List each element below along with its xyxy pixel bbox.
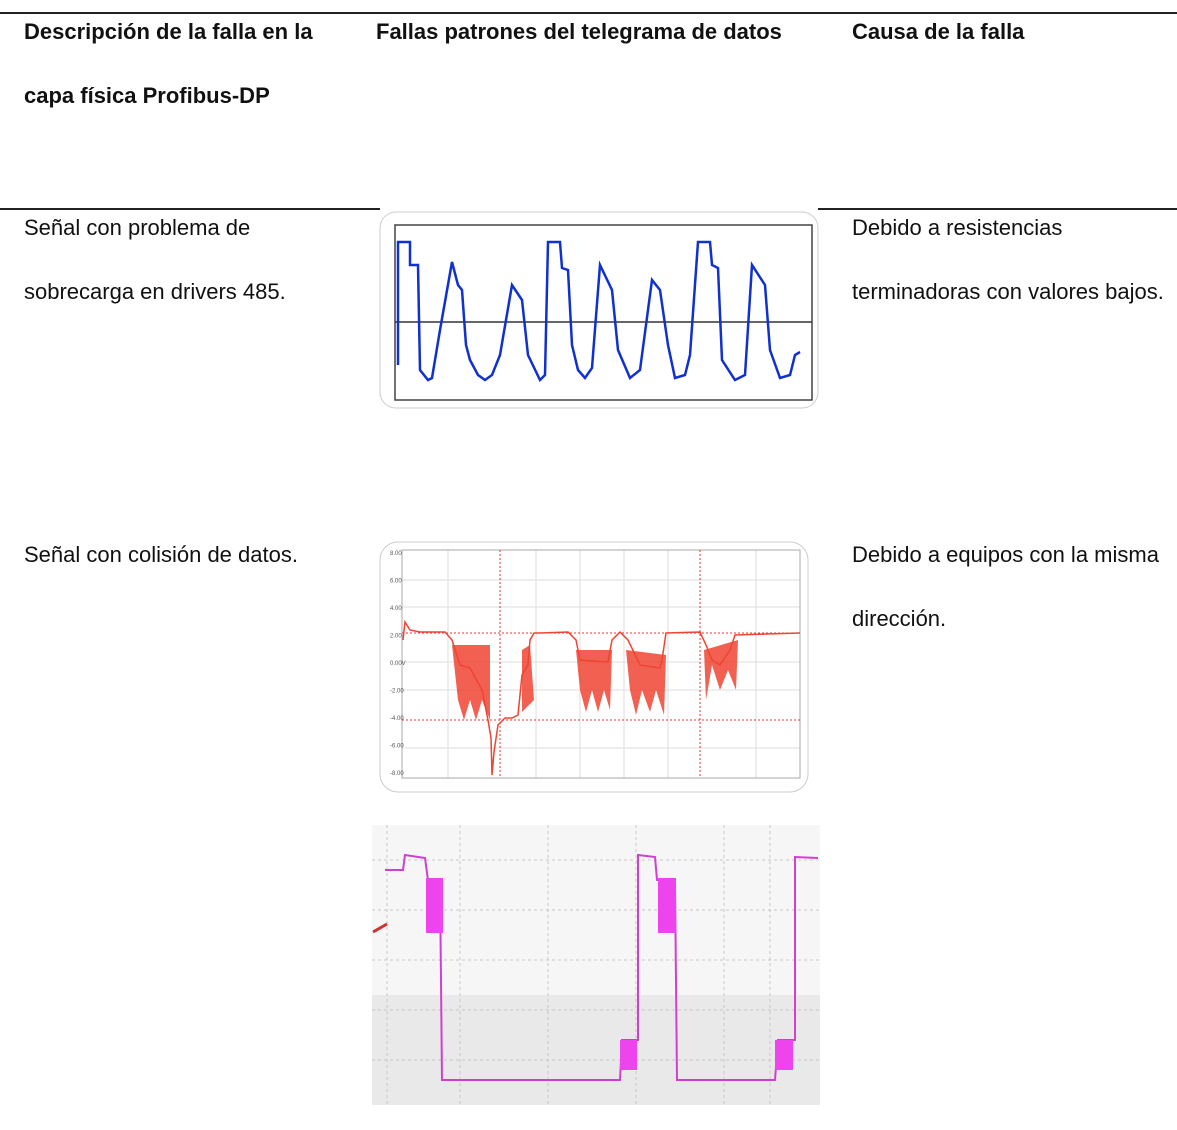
axis-label: -4.00: [390, 716, 404, 722]
axis-label: -6.00: [390, 744, 404, 750]
figure-overload: [380, 212, 818, 408]
figure-pattern: [372, 825, 820, 1105]
axis-label: 4.00: [390, 606, 402, 612]
page: Descripción de la falla en la capa físic…: [0, 0, 1177, 1130]
axis-label: 2.00: [390, 634, 402, 640]
figure-collision: 8.00 6.00 4.00 2.00 0.00V -2.00 -4.00 -6.00 -8.0…: [380, 542, 808, 792]
axis-label: 6.00: [390, 579, 402, 585]
axis-label: -8.00: [390, 771, 404, 777]
axis-label: -2.00: [390, 689, 404, 695]
axis-label: 0.00V: [390, 661, 406, 667]
axis-label: 8.00: [390, 551, 402, 557]
figures: 8.00 6.00 4.00 2.00 0.00V -2.00 -4.00 -6.00 -8.0…: [0, 0, 1177, 1130]
